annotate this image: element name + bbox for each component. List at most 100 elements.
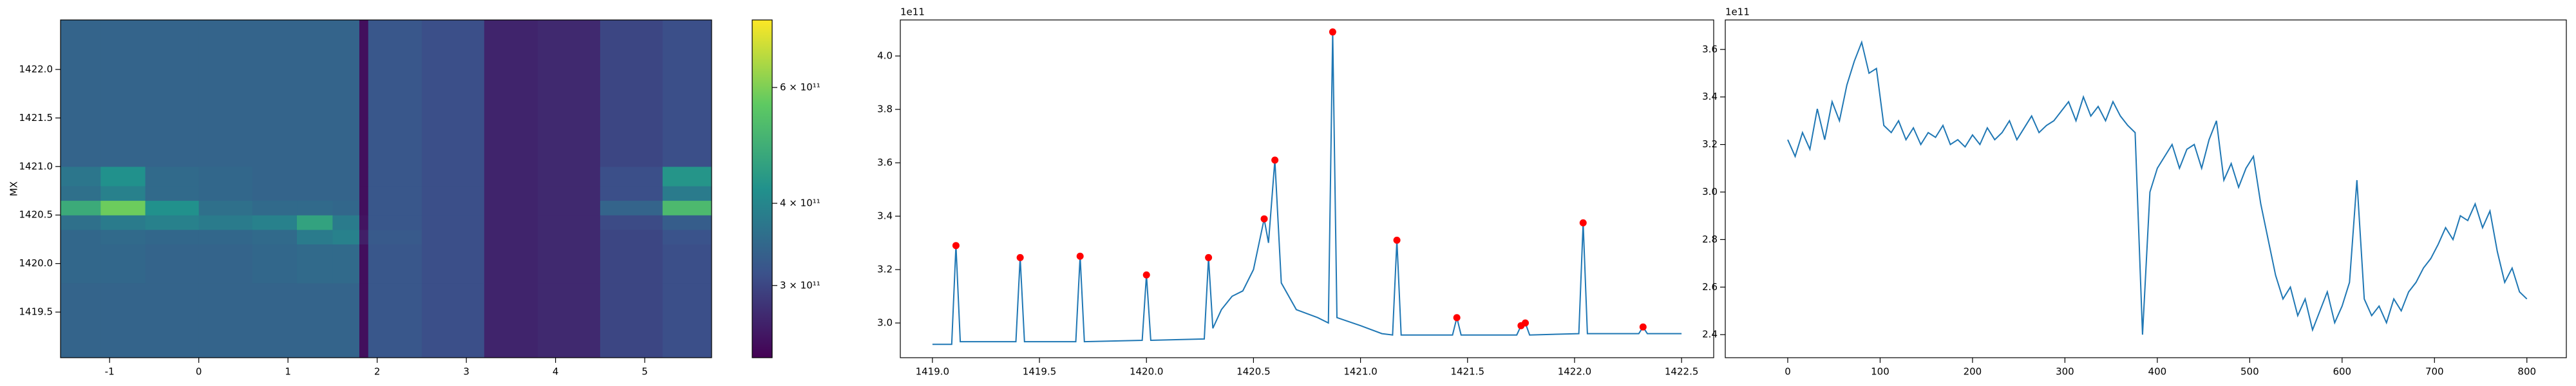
line: [1787, 40, 2528, 335]
peak-marker: [1016, 253, 1024, 261]
heatmap-cell: [198, 215, 253, 230]
heatmap-cell: [332, 20, 360, 118]
heatmap-cell: [332, 229, 360, 244]
x-tick-label: 1420.5: [1236, 366, 1271, 378]
heatmap-cell: [662, 200, 712, 216]
offset-label: 1e11: [900, 6, 925, 18]
heatmap-cell: [198, 20, 253, 118]
y-tick-label: 2.6: [1702, 281, 1718, 293]
x-tick-label: 300: [2056, 366, 2074, 378]
heatmap-cell: [100, 282, 146, 358]
heatmap-cell: [537, 200, 601, 216]
heatmap-cell: [297, 166, 333, 187]
heatmap-cell: [297, 200, 333, 216]
heatmap-cell: [421, 244, 485, 284]
heatmap-cell: [100, 229, 146, 244]
heatmap-cell: [61, 215, 101, 230]
x-tick-label: 0: [196, 366, 202, 378]
heatmap-cell: [359, 215, 369, 230]
heatmap-cell: [368, 185, 422, 201]
heatmap-cell: [198, 118, 253, 167]
heatmap-cell: [484, 229, 538, 244]
heatmap-cell: [252, 244, 298, 284]
peak-marker: [1329, 28, 1336, 36]
heatmap-cell: [145, 185, 200, 201]
heatmap-cell: [600, 118, 663, 167]
x-tick-label: 1419.0: [916, 366, 950, 378]
heatmap-cell: [61, 166, 101, 187]
heatmap-cell: [421, 20, 485, 118]
y-tick-label: 1422.0: [19, 63, 53, 75]
heatmap-cell: [100, 185, 146, 201]
heatmap-cell: [145, 215, 200, 230]
y-tick-label: 1420.5: [19, 209, 53, 221]
heatmap-cell: [359, 229, 369, 244]
x-tick-label: 1422.5: [1665, 366, 1699, 378]
heatmap-cell: [421, 282, 485, 358]
heatmap-cell: [662, 215, 712, 230]
heatmap-cell: [484, 185, 538, 201]
peak-marker: [1260, 215, 1268, 223]
x-tick-label: 4: [553, 366, 559, 378]
heatmap-cell: [421, 118, 485, 167]
y-tick-label: 1421.5: [19, 112, 53, 124]
peak-marker: [1639, 323, 1647, 331]
peak-marker: [1579, 219, 1587, 226]
heatmap-cell: [332, 200, 360, 216]
heatmap-cell: [600, 215, 663, 230]
heatmap-cell: [368, 229, 422, 244]
heatmap-cell: [297, 282, 333, 358]
y-tick-label: 3.0: [1702, 186, 1718, 198]
x-tick-label: 700: [2425, 366, 2444, 378]
heatmap-cell: [421, 200, 485, 216]
heatmap-cell: [61, 185, 101, 201]
y-tick-label: 1420.0: [19, 257, 53, 269]
heatmap-cell: [61, 229, 101, 244]
heatmap-cell: [662, 244, 712, 284]
heatmap-cell: [359, 244, 369, 284]
peak-marker: [1393, 236, 1401, 244]
x-tick-label: 1420.0: [1130, 366, 1164, 378]
heatmap-cell: [359, 166, 369, 187]
peak-marker: [1453, 314, 1461, 322]
heatmap-cell: [297, 229, 333, 244]
heatmap-cell: [332, 166, 360, 187]
heatmap-cell: [145, 244, 200, 284]
heatmap-cell: [252, 166, 298, 187]
heatmap-cell: [484, 20, 538, 118]
y-tick-label: 3.2: [1702, 138, 1718, 150]
x-tick-label: 5: [641, 366, 648, 378]
axes-frame: [900, 19, 1714, 358]
heatmap-cell: [537, 20, 601, 118]
heatmap-cell: [297, 244, 333, 284]
heatmap-cell: [100, 244, 146, 284]
heatmap-cell: [662, 118, 712, 167]
y-tick-label: 3.0: [877, 317, 893, 329]
heatmap-cell: [297, 215, 333, 230]
heatmap-cell: [662, 20, 712, 118]
heatmap-cell: [484, 118, 538, 167]
heatmap-cell: [368, 20, 422, 118]
y-tick-label: 3.6: [1702, 43, 1718, 55]
heatmap-cell: [198, 166, 253, 187]
heatmap-cell: [145, 166, 200, 187]
x-tick-label: 1421.0: [1343, 366, 1378, 378]
heatmap-cell: [332, 244, 360, 284]
heatmap-cell: [198, 282, 253, 358]
heatmap-cell: [368, 215, 422, 230]
y-tick-label: 3.2: [877, 264, 893, 275]
heatmap-cell: [484, 282, 538, 358]
heatmap-cell: [537, 244, 601, 284]
heatmap-cell: [359, 118, 369, 167]
x-tick-label: 1419.5: [1023, 366, 1057, 378]
heatmap-cell: [100, 200, 146, 216]
y-tick-label: 3.6: [877, 157, 893, 169]
x-tick-label: 2: [374, 366, 381, 378]
heatmap-cell: [332, 282, 360, 358]
heatmap-cell: [600, 200, 663, 216]
colorbar-tick-label: 6 × 10¹¹: [780, 81, 820, 93]
axes-frame: [1725, 19, 2567, 358]
heatmap-cell: [252, 229, 298, 244]
